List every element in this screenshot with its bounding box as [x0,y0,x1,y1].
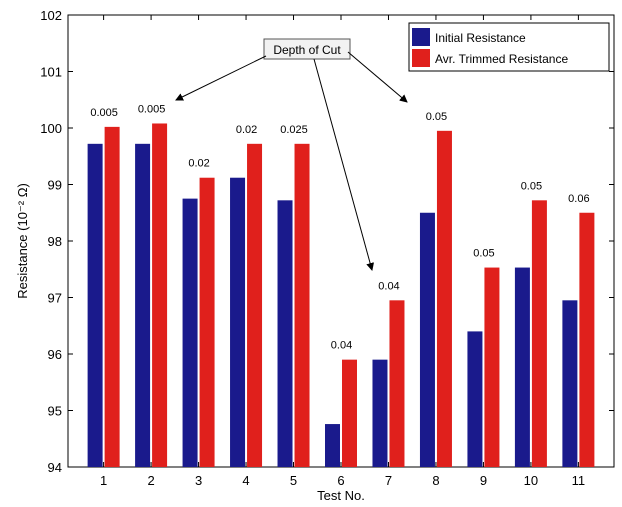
y-axis: 94 95 96 97 98 99 100 101 102 [40,8,614,475]
bar-trimmed-resistance [152,123,168,467]
data-label: 0.04 [331,340,352,352]
bar-initial-resistance [325,424,340,467]
y-tick-label: 95 [48,404,62,419]
data-label: 0.005 [138,103,166,115]
data-label: 0.05 [426,111,447,123]
y-axis-title: Resistance (10⁻² Ω) [15,183,30,299]
bar-initial-resistance [372,359,388,467]
y-tick-label: 102 [40,8,62,23]
bar-trimmed-resistance [104,126,120,468]
legend-box [408,22,610,72]
legend-swatch-trimmed [412,49,430,67]
y-tick-label: 98 [48,234,62,249]
x-tick-label: 11 [572,473,586,488]
bar-trimmed-resistance [342,359,357,467]
bar-trimmed-resistance [484,267,500,467]
data-label: 0.05 [521,180,542,192]
y-tick-label: 99 [48,178,62,193]
x-tick-label: 7 [385,473,392,488]
bar-initial-resistance [182,198,198,467]
data-label: 0.02 [236,124,257,136]
y-tick-label: 96 [48,347,62,362]
bar-initial-resistance [514,267,530,467]
annotation-arrow-3 [347,51,408,103]
bar-trimmed-resistance [294,143,310,467]
data-label: 0.02 [188,158,209,170]
legend-label-initial: Initial Resistance [435,31,526,45]
x-tick-label: 9 [480,473,487,488]
data-label: 0.005 [90,107,118,119]
y-tick-label: 100 [40,121,62,136]
legend-label-trimmed: Avr. Trimmed Resistance [435,52,568,66]
data-label: 0.04 [378,280,399,292]
x-axis: 1 2 3 4 5 6 7 8 9 10 11 [100,15,585,488]
y-tick-label: 94 [48,460,62,475]
x-axis-title: Test No. [317,488,365,503]
bar-initial-resistance [419,212,435,467]
bar-trimmed-resistance [389,300,405,467]
annotation: Depth of Cut [175,38,408,271]
annotation-arrow-2 [313,58,375,271]
annotation-text: Depth of Cut [273,43,341,57]
legend: Initial Resistance Avr. Trimmed Resistan… [408,22,610,72]
x-tick-label: 4 [242,473,249,488]
bar-trimmed-resistance [531,200,547,467]
x-tick-label: 6 [337,473,344,488]
bar-trimmed-resistance [247,143,263,467]
x-tick-label: 5 [290,473,297,488]
annotation-arrow-1 [175,55,267,101]
data-label: 0.05 [473,248,494,260]
x-tick-label: 2 [147,473,154,488]
bar-initial-resistance [230,177,246,467]
y-tick-label: 101 [40,65,62,80]
bar-trimmed-resistance [436,130,452,467]
bar-initial-resistance [277,200,293,467]
data-label: 0.025 [280,124,308,136]
bar-trimmed-resistance [199,177,215,467]
legend-swatch-initial [412,28,430,46]
annotation-box [263,38,351,60]
x-tick-label: 8 [432,473,439,488]
bar-initial-resistance [135,143,151,467]
data-label: 0.06 [568,193,589,205]
bar-initial-resistance [562,300,578,467]
x-tick-label: 3 [195,473,202,488]
bar-initial-resistance [87,143,103,467]
y-tick-label: 97 [48,291,62,306]
bar-initial-resistance [467,331,483,467]
x-tick-label: 10 [524,473,538,488]
bar-series [87,123,595,468]
bar-trimmed-resistance [579,212,595,467]
data-labels: 0.005 0.005 0.02 0.02 0.025 0.04 0.04 0.05 0.05 0… [90,103,589,351]
x-tick-label: 1 [100,473,107,488]
